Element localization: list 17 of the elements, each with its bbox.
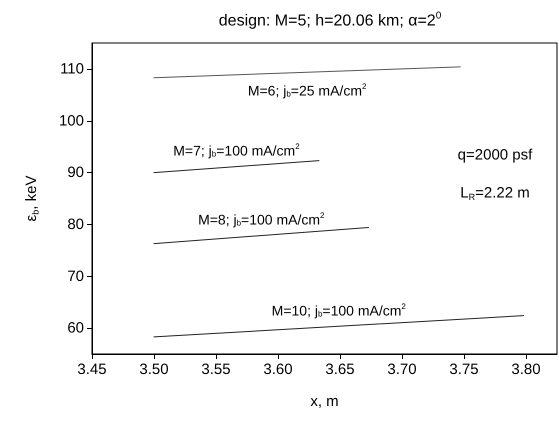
y-tick-label: 70 [67,268,84,285]
x-tick-label: 3.65 [325,361,355,378]
y-tick-label: 60 [67,320,84,337]
x-tick-label: 3.45 [77,361,107,378]
x-tick-label: 3.50 [139,361,169,378]
x-axis-title: x, m [310,393,339,410]
y-tick-label: 100 [58,112,84,130]
y-axis-title: εb, keV [23,176,40,222]
x-tick-label: 3.80 [511,361,541,378]
y-tick-label: 90 [67,164,84,182]
x-tick-label: 3.60 [263,361,293,378]
x-tick-label: 3.70 [387,361,417,378]
y-tick-label: 80 [67,216,84,233]
y-tick-label: 110 [60,60,84,78]
x-tick-label: 3.55 [201,361,231,378]
x-tick-label: 3.75 [449,361,479,378]
annotation: q=2000 psf [458,146,534,164]
